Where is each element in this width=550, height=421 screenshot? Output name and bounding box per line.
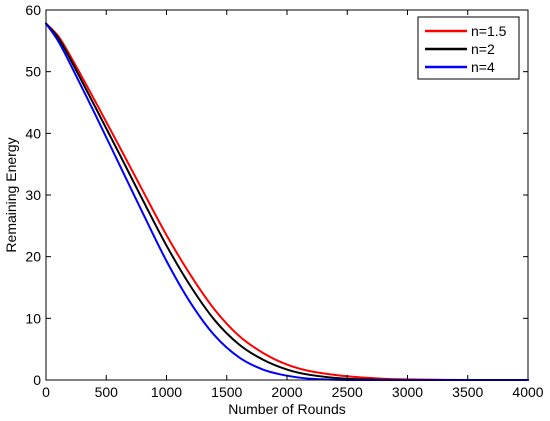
y-tick-label: 60 <box>25 2 41 18</box>
legend-label-1: n=1.5 <box>471 23 507 39</box>
y-tick-label: 50 <box>25 64 41 80</box>
x-tick-label: 4000 <box>512 384 543 400</box>
x-axis-label: Number of Rounds <box>228 401 346 417</box>
y-axis-label: Remaining Energy <box>3 137 19 252</box>
y-tick-label: 0 <box>33 372 41 388</box>
y-tick-label: 20 <box>25 249 41 265</box>
x-tick-label: 2500 <box>332 384 363 400</box>
x-tick-label: 3500 <box>452 384 483 400</box>
y-tick-label: 10 <box>25 310 41 326</box>
x-tick-label: 3000 <box>392 384 423 400</box>
legend: n=1.5 n=2 n=4 <box>417 16 520 80</box>
x-tick-label: 0 <box>42 384 50 400</box>
y-tick-label: 40 <box>25 125 41 141</box>
y-tick-label: 30 <box>25 187 41 203</box>
legend-label-3: n=4 <box>471 59 495 75</box>
legend-items: n=1.5 n=2 n=4 <box>425 23 507 75</box>
x-tick-label: 1000 <box>151 384 182 400</box>
x-tick-label: 2000 <box>271 384 302 400</box>
x-tick-label: 1500 <box>211 384 242 400</box>
tick-layer: 0 500 1000 1500 2000 2500 3000 3500 4000 0 10 20 30 4… <box>25 2 543 400</box>
x-tick-label: 500 <box>95 384 119 400</box>
legend-label-2: n=2 <box>471 41 495 57</box>
